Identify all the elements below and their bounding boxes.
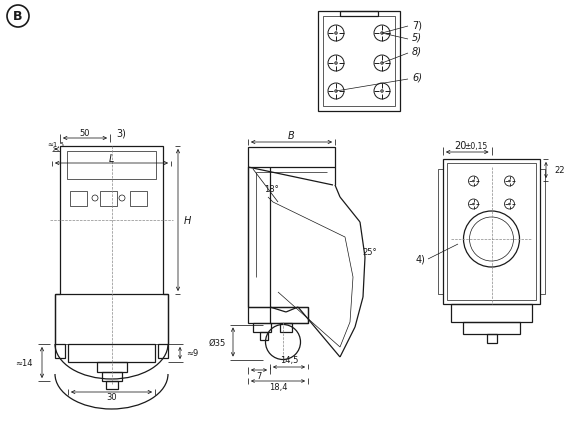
Text: 18,4: 18,4 — [269, 383, 288, 391]
Bar — [248, 148, 335, 167]
Text: ≈9: ≈9 — [186, 349, 198, 358]
Bar — [55, 294, 168, 344]
Text: 5): 5) — [412, 33, 422, 43]
Text: L: L — [109, 154, 114, 164]
Text: H: H — [184, 216, 191, 225]
Bar — [323, 17, 395, 107]
Bar — [253, 323, 271, 332]
Bar — [158, 344, 168, 358]
Text: ±0,15: ±0,15 — [464, 141, 488, 150]
Text: 7: 7 — [256, 371, 262, 380]
Text: 14,5: 14,5 — [280, 356, 298, 365]
Bar — [487, 334, 496, 343]
Bar — [68, 344, 155, 362]
Text: 7): 7) — [412, 20, 422, 30]
Bar — [67, 152, 156, 180]
Bar — [100, 192, 117, 207]
Text: 3): 3) — [116, 128, 126, 138]
Bar — [55, 344, 65, 358]
Bar — [130, 192, 147, 207]
Bar — [101, 372, 122, 381]
Bar — [60, 147, 163, 294]
Bar — [540, 170, 545, 294]
Text: 30: 30 — [106, 393, 117, 402]
Text: B: B — [13, 11, 23, 23]
Bar — [463, 322, 520, 334]
Bar — [70, 192, 87, 207]
Text: Ø35: Ø35 — [209, 338, 226, 347]
Text: B: B — [288, 131, 295, 141]
Bar — [318, 12, 400, 112]
Text: 20: 20 — [454, 141, 466, 151]
Text: 22: 22 — [554, 166, 565, 175]
Text: 6): 6) — [412, 73, 422, 83]
Bar — [270, 307, 308, 323]
Bar — [280, 323, 292, 332]
Bar — [447, 164, 536, 300]
Bar — [340, 12, 378, 17]
Bar — [260, 332, 268, 340]
Text: 8): 8) — [412, 47, 422, 57]
Bar — [105, 381, 118, 389]
Text: 25°: 25° — [363, 248, 377, 257]
Text: 18°: 18° — [264, 185, 278, 194]
Bar — [438, 170, 443, 294]
Text: ≈14: ≈14 — [16, 359, 33, 368]
Text: 50: 50 — [80, 128, 90, 137]
Bar — [443, 160, 540, 304]
Text: ≈1,5: ≈1,5 — [48, 142, 65, 148]
Bar — [248, 307, 308, 323]
Bar — [97, 362, 126, 372]
Text: 4): 4) — [415, 254, 425, 265]
Bar — [451, 304, 532, 322]
